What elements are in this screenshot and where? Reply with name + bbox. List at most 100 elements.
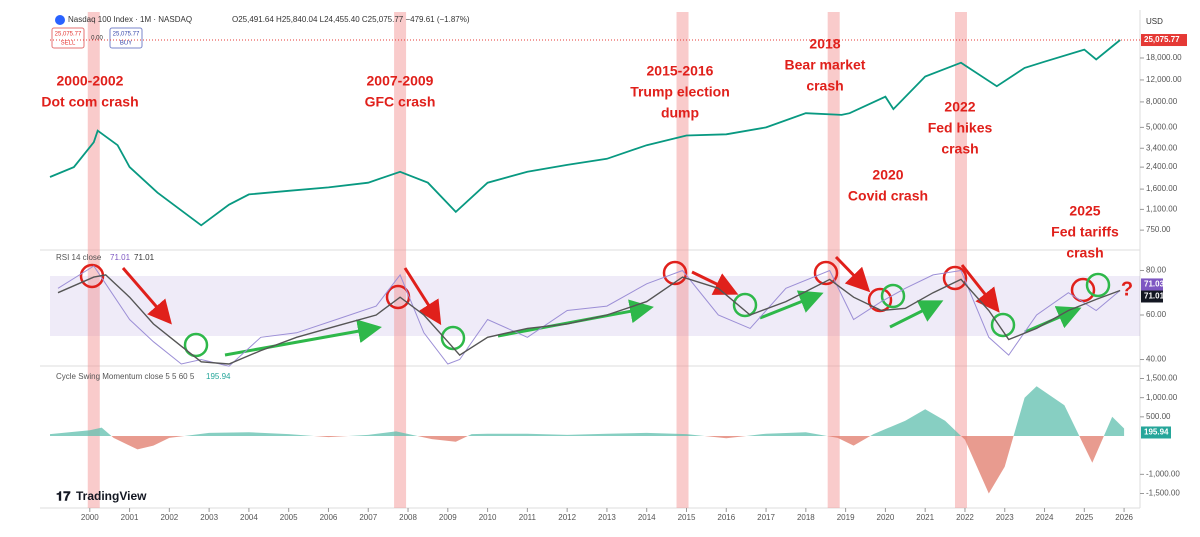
annotation: 2000-2002 bbox=[57, 73, 124, 89]
currency: USD bbox=[1146, 17, 1163, 26]
y-tick-label: 60.00 bbox=[1146, 310, 1167, 319]
y-tick-label: 12,000.00 bbox=[1146, 75, 1182, 84]
y-tick-label: 500.00 bbox=[1146, 412, 1171, 421]
annotation: crash bbox=[806, 78, 843, 94]
annotation: crash bbox=[1066, 245, 1103, 261]
x-tick-label: 2016 bbox=[717, 513, 735, 522]
x-tick-label: 2017 bbox=[757, 513, 775, 522]
y-tick-label: 3,400.00 bbox=[1146, 143, 1178, 152]
annotation: dump bbox=[661, 105, 699, 121]
annotation: GFC crash bbox=[365, 94, 436, 110]
symbol: Nasdaq 100 Index · 1M · NASDAQ bbox=[68, 15, 192, 24]
rsi-title: RSI 14 close bbox=[56, 253, 102, 262]
y-tick-label: 1,600.00 bbox=[1146, 184, 1178, 193]
y-tick-label: -1,500.00 bbox=[1146, 489, 1180, 498]
momentum-legend-value: 195.94 bbox=[206, 372, 231, 381]
last-price: 25,075.77 bbox=[1144, 35, 1180, 44]
y-tick-label: 1,100.00 bbox=[1146, 204, 1178, 213]
momentum-area-positive bbox=[50, 386, 1125, 436]
y-tick-label: -1,000.00 bbox=[1146, 469, 1180, 478]
last-price-bg bbox=[1141, 34, 1187, 47]
y-tick-label: 1,500.00 bbox=[1146, 374, 1178, 383]
annotation: Fed hikes bbox=[928, 120, 993, 136]
x-tick-label: 2019 bbox=[837, 513, 855, 522]
x-tick-label: 2025 bbox=[1075, 513, 1093, 522]
x-tick-label: 2015 bbox=[678, 513, 696, 522]
annotation: 2015-2016 bbox=[647, 63, 714, 79]
annotation: Fed tariffs bbox=[1051, 224, 1119, 240]
x-tick-label: 2001 bbox=[121, 513, 139, 522]
crash-highlight bbox=[827, 12, 840, 508]
momentum-last-value: 195.94 bbox=[1144, 428, 1169, 437]
x-tick-label: 2000 bbox=[81, 513, 99, 522]
y-tick-label: 80.00 bbox=[1146, 266, 1167, 275]
rsi-last-value: 71.01 bbox=[1144, 292, 1165, 301]
crash-highlight bbox=[394, 12, 407, 508]
x-tick-label: 2010 bbox=[479, 513, 497, 522]
crash-highlight bbox=[954, 12, 967, 508]
x-tick-label: 2012 bbox=[558, 513, 576, 522]
y-tick-label: 40.00 bbox=[1146, 355, 1167, 364]
y-tick-label: 5,000.00 bbox=[1146, 122, 1178, 131]
rsi-last-value: 71.03 bbox=[1144, 280, 1165, 289]
price-line bbox=[49, 39, 1121, 227]
x-tick-label: 2009 bbox=[439, 513, 457, 522]
x-tick-label: 2007 bbox=[359, 513, 377, 522]
buy-button[interactable] bbox=[109, 27, 143, 49]
sell-label: SELL bbox=[61, 41, 76, 47]
rsi-line bbox=[57, 265, 1121, 367]
annotation: crash bbox=[941, 141, 978, 157]
x-tick-label: 2023 bbox=[996, 513, 1014, 522]
y-tick-label: 1,000.00 bbox=[1146, 393, 1178, 402]
rsi-last-value-bg bbox=[1141, 290, 1163, 303]
sell-price: 25,075.77 bbox=[55, 32, 82, 38]
x-tick-label: 2002 bbox=[160, 513, 178, 522]
x-tick-label: 2020 bbox=[877, 513, 895, 522]
rsi-last-value-bg bbox=[1141, 278, 1163, 291]
x-tick-label: 2024 bbox=[1036, 513, 1054, 522]
annotation: 2025 bbox=[1069, 203, 1100, 219]
rsi-legend-value: 71.01 bbox=[110, 253, 131, 262]
y-tick-label: 18,000.00 bbox=[1146, 53, 1182, 62]
x-tick-label: 2006 bbox=[320, 513, 338, 522]
momentum-title: Cycle Swing Momentum close 5 5 60 5 bbox=[56, 372, 195, 381]
y-tick-label: 750.00 bbox=[1146, 225, 1171, 234]
brand-logo: 𝟏𝟕 bbox=[56, 488, 71, 503]
x-tick-label: 2011 bbox=[519, 513, 537, 522]
ohlc: O25,491.64 H25,840.04 L24,455.40 C25,075… bbox=[232, 15, 470, 24]
y-tick-label: 8,000.00 bbox=[1146, 97, 1178, 106]
annotation: 2022 bbox=[944, 99, 975, 115]
annotation: 2018 bbox=[809, 36, 840, 52]
spread: 0.00 bbox=[91, 36, 103, 42]
annotation: 2020 bbox=[872, 167, 903, 183]
rsi-band bbox=[50, 276, 1140, 336]
annotation: Trump election bbox=[630, 84, 730, 100]
rsi-legend-value: 71.01 bbox=[134, 253, 155, 262]
brand: TradingView bbox=[76, 489, 147, 503]
annotation: 2007-2009 bbox=[367, 73, 434, 89]
momentum-last-value-bg bbox=[1141, 426, 1171, 439]
y-tick-label: 2,400.00 bbox=[1146, 162, 1178, 171]
x-tick-label: 2005 bbox=[280, 513, 298, 522]
x-tick-label: 2022 bbox=[956, 513, 974, 522]
x-tick-label: 2004 bbox=[240, 513, 258, 522]
x-tick-label: 2003 bbox=[200, 513, 218, 522]
annotation: ? bbox=[1121, 278, 1133, 300]
buy-price: 25,075.77 bbox=[113, 32, 140, 38]
x-tick-label: 2008 bbox=[399, 513, 417, 522]
symbol-icon bbox=[55, 15, 65, 25]
buy-label: BUY bbox=[120, 41, 132, 47]
x-tick-label: 2014 bbox=[638, 513, 656, 522]
sell-button[interactable] bbox=[51, 27, 85, 49]
momentum-area-negative bbox=[50, 436, 1125, 494]
rsi-line bbox=[57, 274, 1121, 365]
x-tick-label: 2026 bbox=[1115, 513, 1133, 522]
x-tick-label: 2018 bbox=[797, 513, 815, 522]
x-tick-label: 2013 bbox=[598, 513, 616, 522]
annotation: Dot com crash bbox=[41, 94, 138, 110]
x-tick-label: 2021 bbox=[916, 513, 934, 522]
annotation: Bear market bbox=[785, 57, 866, 73]
annotation: Covid crash bbox=[848, 188, 928, 204]
